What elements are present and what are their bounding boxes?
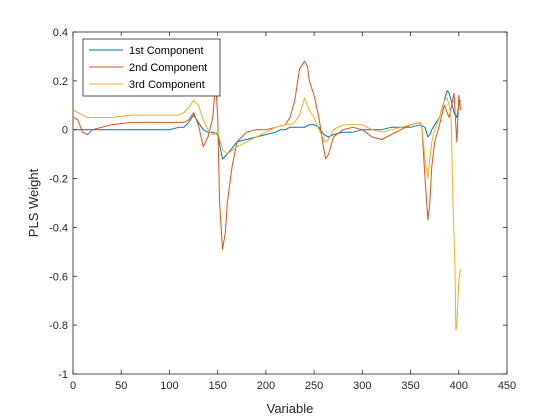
series-layer	[73, 60, 462, 331]
x-tick-label: 150	[208, 380, 226, 392]
y-tick-label: -0.8	[49, 320, 68, 332]
y-tick-label: -0.4	[49, 222, 68, 234]
legend: 1st Component 2nd Component 3rd Component	[82, 38, 221, 97]
series-line-2	[73, 60, 462, 250]
legend-entry-3: 3rd Component	[129, 79, 205, 91]
axes-layer	[72, 31, 508, 375]
legend-entry-1: 1st Component	[129, 45, 204, 57]
y-tick-label: -0.6	[49, 271, 68, 283]
x-tick-label: 200	[257, 380, 275, 392]
x-tick-label: 50	[115, 380, 127, 392]
x-tick-label: 0	[70, 380, 76, 392]
x-tick-label: 400	[450, 380, 468, 392]
x-tick-label: 350	[401, 380, 419, 392]
y-axis-label: PLS Weight	[26, 168, 41, 237]
x-tick-label: 450	[498, 380, 516, 392]
y-tick-label: -1	[58, 369, 68, 381]
x-tick-label: 100	[160, 380, 178, 392]
legend-entry-2: 2nd Component	[129, 62, 207, 74]
y-tick-label: 0.4	[53, 27, 68, 39]
y-tick-label: -0.2	[49, 174, 68, 186]
x-axis-label: Variable	[267, 401, 314, 416]
ticks-layer: 0 50 100 150 200 250 300 350 400 450 -1 -0.8 -0.6 -0.…	[49, 27, 516, 392]
x-tick-label: 250	[305, 380, 323, 392]
y-tick-label: 0.2	[53, 76, 68, 88]
x-tick-label: 300	[353, 380, 371, 392]
axes-box	[72, 31, 508, 375]
y-tick-label: 0	[62, 125, 68, 137]
series-line-3	[73, 97, 462, 331]
